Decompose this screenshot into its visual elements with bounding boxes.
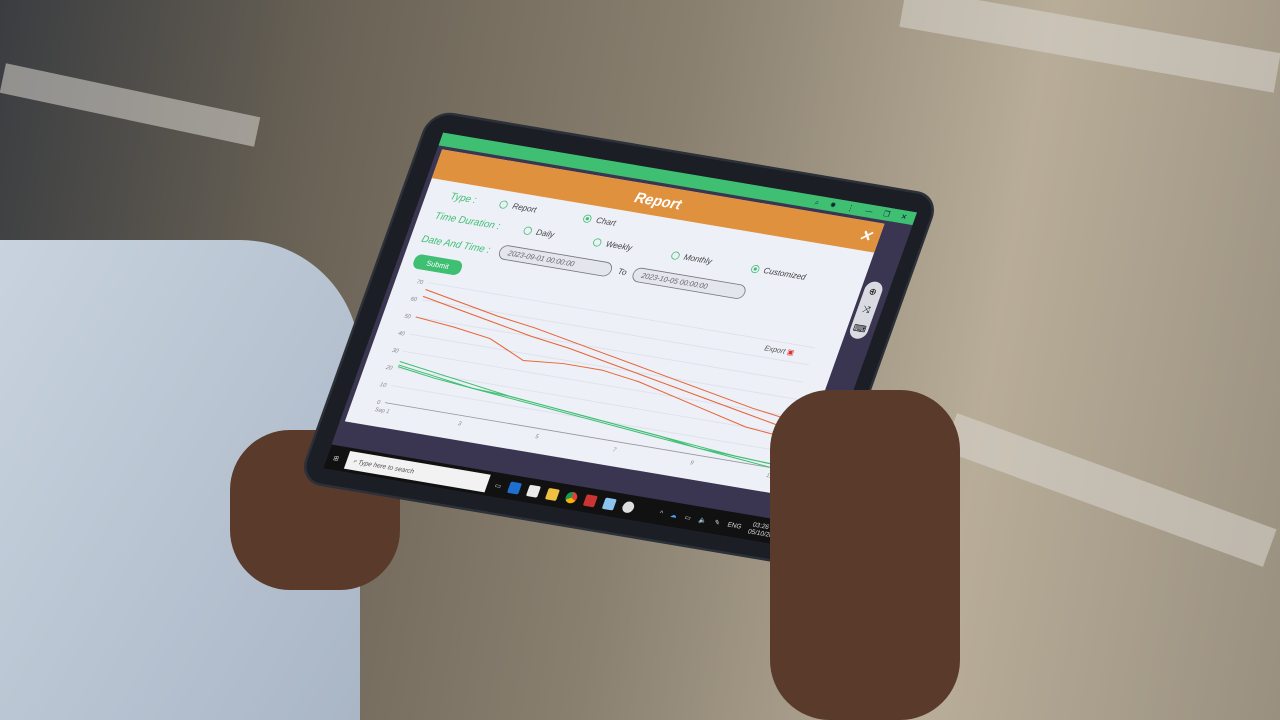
app-icon[interactable] bbox=[620, 500, 636, 514]
file-explorer-icon[interactable] bbox=[545, 487, 561, 501]
search-placeholder: Type here to search bbox=[357, 458, 416, 475]
duration-label: Time Duration : bbox=[433, 209, 503, 232]
window-close-icon[interactable]: ✕ bbox=[899, 211, 909, 221]
chevron-up-icon[interactable]: ^ bbox=[658, 508, 665, 517]
network-icon[interactable]: ▭ bbox=[683, 513, 693, 522]
more-icon[interactable]: ⋮ bbox=[845, 202, 856, 213]
series-line-3 bbox=[415, 316, 784, 438]
x-tick-label: 11 bbox=[765, 473, 773, 480]
line-chart: 0 10 20 30 40 50 60 70 Sep 1 3 5 7 9 11 bbox=[374, 279, 816, 480]
right-hand bbox=[770, 390, 960, 720]
radio-label: Chart bbox=[594, 215, 618, 228]
search-icon[interactable]: ⌕ bbox=[813, 197, 821, 207]
shuffle-icon[interactable]: ⤨ bbox=[861, 304, 872, 316]
minimize-icon[interactable]: — bbox=[863, 206, 874, 216]
x-axis bbox=[384, 402, 773, 469]
radio-label: Daily bbox=[534, 227, 556, 240]
x-tick-label: 9 bbox=[689, 460, 695, 466]
dialog-title: Report bbox=[632, 189, 684, 213]
series-line-1 bbox=[425, 289, 790, 421]
windows-start-icon[interactable]: ⊞ bbox=[332, 453, 341, 463]
type-label: Type : bbox=[448, 190, 479, 206]
chrome-icon[interactable] bbox=[564, 491, 580, 505]
outlook-icon[interactable] bbox=[507, 481, 523, 495]
taskbar-search[interactable]: ⌕ Type here to search bbox=[343, 451, 491, 493]
y-tick-label: 20 bbox=[384, 365, 394, 372]
y-tick-label: 0 bbox=[376, 400, 382, 406]
radio-customized[interactable] bbox=[749, 264, 761, 274]
y-tick-label: 40 bbox=[397, 331, 406, 338]
app-icon[interactable] bbox=[526, 484, 542, 498]
volume-icon[interactable]: 🔈 bbox=[697, 515, 709, 525]
gridline bbox=[415, 316, 803, 383]
tablet: ⌕ ✹ ⋮ — ❐ ✕ Report ✕ Type : Report Chart… bbox=[300, 112, 938, 566]
settings-icon[interactable]: ✹ bbox=[828, 200, 838, 210]
maximize-icon[interactable]: ❐ bbox=[882, 209, 892, 219]
report-dialog: Report ✕ Type : Report Chart Time Durati… bbox=[344, 149, 885, 496]
x-tick-label: 7 bbox=[612, 447, 618, 453]
series-line-2 bbox=[422, 295, 787, 429]
series-line-6 bbox=[397, 366, 773, 469]
radio-daily[interactable] bbox=[522, 226, 534, 236]
radio-label: Customized bbox=[762, 266, 808, 282]
radio-report[interactable] bbox=[498, 200, 510, 210]
gridline bbox=[427, 282, 816, 349]
radio-label: Monthly bbox=[682, 252, 714, 267]
to-date-input[interactable]: 2023-10-05 00:00:00 bbox=[630, 266, 748, 300]
x-tick-label: Sep 1 bbox=[374, 407, 391, 415]
date-label: Date And Time : bbox=[419, 232, 493, 256]
radio-label: Weekly bbox=[604, 239, 634, 253]
radio-label: Report bbox=[511, 201, 538, 215]
language-indicator[interactable]: ENG bbox=[726, 520, 743, 530]
radio-monthly[interactable] bbox=[669, 250, 681, 261]
y-tick-label: 30 bbox=[391, 348, 400, 355]
gridline bbox=[397, 367, 785, 434]
y-tick-label: 10 bbox=[379, 382, 388, 389]
y-tick-label: 50 bbox=[403, 314, 412, 321]
notepad-icon[interactable] bbox=[601, 497, 618, 511]
radio-chart[interactable] bbox=[582, 214, 594, 224]
x-tick-label: 5 bbox=[534, 434, 540, 440]
pen-icon[interactable]: ✎ bbox=[713, 518, 722, 527]
from-date-input[interactable]: 2023-09-01 00:00:00 bbox=[496, 244, 615, 278]
keyboard-icon[interactable]: ⌨ bbox=[851, 323, 868, 335]
gridline bbox=[421, 299, 810, 366]
x-tick-label: 3 bbox=[457, 421, 463, 427]
gridline bbox=[403, 350, 791, 417]
radio-weekly[interactable] bbox=[592, 237, 603, 248]
to-label: To bbox=[616, 266, 629, 278]
task-view-icon[interactable]: ▭ bbox=[494, 481, 503, 490]
gridline bbox=[409, 333, 797, 400]
tablet-screen: ⌕ ✹ ⋮ — ❐ ✕ Report ✕ Type : Report Chart… bbox=[322, 132, 918, 549]
onedrive-icon[interactable]: ☁ bbox=[669, 510, 679, 520]
series-line-5 bbox=[398, 364, 774, 465]
y-tick-label: 70 bbox=[416, 279, 425, 286]
acrobat-icon[interactable] bbox=[583, 494, 599, 508]
zoom-in-icon[interactable]: ⊕ bbox=[867, 286, 878, 298]
y-tick-label: 60 bbox=[409, 296, 418, 303]
close-icon[interactable]: ✕ bbox=[856, 226, 875, 245]
